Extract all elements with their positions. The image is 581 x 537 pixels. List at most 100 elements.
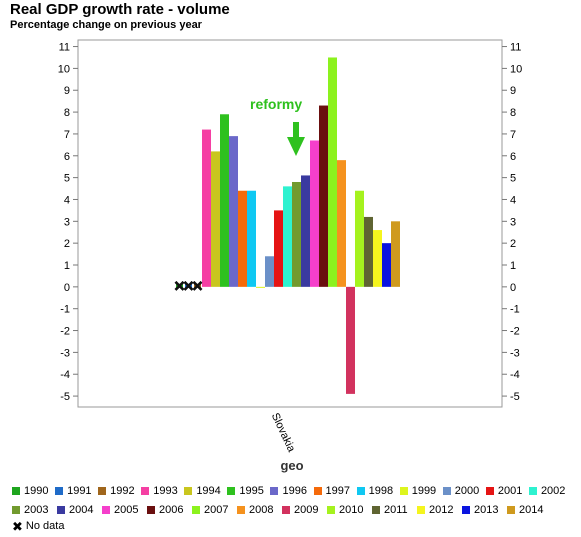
y-tick-label-left: 1 (64, 260, 70, 272)
bar-2009 (346, 286, 355, 394)
legend-item-1998: 1998 (356, 484, 400, 497)
legend-label: 2007 (204, 503, 229, 516)
y-tick-label-right: -2 (510, 326, 520, 338)
chart-subtitle: Percentage change on previous year (10, 19, 202, 31)
y-tick-label-left: 8 (64, 107, 70, 119)
legend-label: 2006 (159, 503, 184, 516)
y-tick-label-right: 2 (510, 238, 516, 250)
legend-label: 2002 (540, 484, 566, 497)
y-tick-label-right: -1 (510, 304, 520, 316)
annotation-label: reformy (250, 96, 302, 112)
legend-item-2008: 2008 (237, 504, 282, 516)
legend-swatch (442, 486, 451, 495)
legend-item-2011: 2011 (372, 504, 417, 516)
legend-item-2009: 2009 (282, 504, 327, 516)
legend-swatch (417, 505, 425, 514)
legend-swatch (55, 486, 64, 495)
legend-swatch (327, 505, 335, 514)
bar-2003 (292, 181, 301, 287)
y-tick-label-left: 4 (64, 194, 70, 206)
y-tick-label-left: -2 (60, 326, 70, 338)
y-tick-label-left: 3 (64, 216, 70, 228)
y-tick-label-left: 11 (59, 42, 70, 54)
legend-swatch (399, 486, 408, 495)
legend-swatch (57, 505, 65, 514)
legend-label: 1995 (239, 484, 264, 497)
legend-item-2005: 2005 (102, 504, 147, 516)
legend-swatch (237, 505, 245, 514)
y-tick-label-left: 0 (64, 282, 70, 294)
legend-label: 1996 (282, 484, 307, 497)
y-tick-label-right: 5 (510, 173, 516, 185)
legend-label: 2013 (474, 503, 499, 516)
legend-row: 2003 2004 2005 2006 2007 2008 2009 2010 2011 2012… (12, 500, 572, 519)
bar-2001 (274, 210, 283, 287)
y-tick-label-left: -4 (60, 369, 70, 381)
bar-2013 (382, 243, 391, 287)
legend-label: 2012 (429, 503, 454, 516)
legend-label: 1992 (110, 484, 135, 497)
legend-item-2000: 2000 (442, 485, 486, 497)
annotation-arrow-shaft (293, 122, 299, 139)
x-axis-title: geo (280, 458, 303, 473)
legend-swatch (372, 505, 380, 514)
bar-2007 (328, 57, 337, 287)
legend-label: 2001 (497, 484, 523, 497)
legend-swatch (227, 486, 236, 495)
no-data-x-icon (192, 280, 203, 291)
bar-2004 (301, 175, 310, 287)
legend-item-2003: 2003 (12, 504, 57, 516)
legend-swatch (147, 505, 155, 514)
legend-swatch (462, 505, 470, 514)
legend-item-2012: 2012 (417, 504, 462, 516)
y-tick-label-left: 2 (64, 238, 70, 250)
legend-swatch (12, 505, 20, 514)
bar-1993 (202, 129, 211, 287)
y-tick-label-right: 4 (510, 194, 516, 206)
legend-item-1990: 1990 (12, 485, 55, 497)
bar-1996 (229, 136, 238, 287)
legend-label: 2009 (294, 503, 319, 516)
legend-no-data: ✖ No data (12, 520, 65, 533)
legend: 1990 1991 1992 1993 1994 1995 1996 1997 1998 1999… (12, 481, 572, 519)
legend-swatch (98, 486, 107, 495)
plot-area: -5 -5-4 -4-3 -3-2 -2-1 -10 01 12 23 34 45 56 67 78 89 9… (58, 39, 522, 473)
legend-swatch (282, 505, 290, 514)
no-data-label: No data (25, 520, 65, 532)
legend-label: 1999 (411, 484, 437, 497)
bar-2012 (373, 230, 382, 287)
legend-swatch (313, 486, 322, 495)
y-tick-label-right: 8 (510, 107, 516, 119)
legend-item-2010: 2010 (327, 504, 372, 516)
annotation-arrow-head (287, 137, 305, 156)
legend-item-1994: 1994 (184, 485, 227, 497)
x-category-label: Slovakia (269, 411, 298, 455)
legend-swatch (356, 486, 365, 495)
y-tick-label-left: 9 (64, 85, 70, 97)
legend-label: 2011 (384, 503, 408, 516)
legend-item-1993: 1993 (141, 485, 184, 497)
y-tick-label-right: -3 (510, 347, 520, 359)
y-tick-label-right: 11 (510, 42, 521, 54)
legend-label: 1990 (24, 484, 49, 497)
bar-2006 (319, 105, 328, 287)
y-tick-label-right: 10 (510, 63, 522, 75)
legend-item-1996: 1996 (270, 485, 313, 497)
legend-label: 2005 (114, 503, 139, 516)
legend-label: 1994 (196, 484, 221, 497)
bar-2000 (265, 256, 274, 287)
chart-title: Real GDP growth rate - volume (10, 1, 230, 18)
legend-row: 1990 1991 1992 1993 1994 1995 1996 1997 1998 1999… (12, 481, 572, 500)
legend-swatch (507, 505, 515, 514)
bar-2005 (310, 140, 319, 287)
legend-label: 1998 (368, 484, 394, 497)
legend-item-2004: 2004 (57, 504, 102, 516)
legend-label: 1997 (325, 484, 351, 497)
no-data-x-icon (183, 280, 194, 291)
y-tick-label-right: 6 (510, 151, 516, 163)
legend-swatch (12, 486, 20, 495)
legend-label: 1993 (153, 484, 178, 497)
legend-item-2006: 2006 (147, 504, 192, 516)
y-tick-label-right: 0 (510, 282, 516, 294)
y-tick-label-right: 1 (510, 260, 516, 272)
